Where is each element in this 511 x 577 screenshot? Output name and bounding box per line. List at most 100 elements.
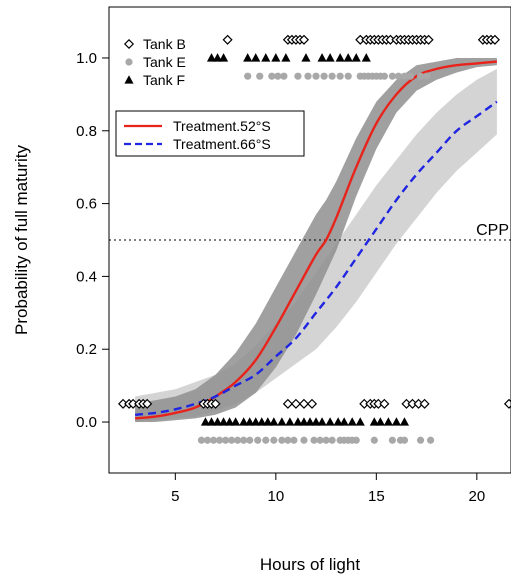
tank-f-immature-point xyxy=(305,417,315,426)
tank-f-immature-point xyxy=(375,417,385,426)
tank-f-mature-point xyxy=(251,53,261,62)
tank-f-immature-point xyxy=(206,417,217,426)
tank-f-immature-point xyxy=(333,417,343,426)
tank-e-immature-point xyxy=(388,436,397,444)
tank-f-immature-point xyxy=(269,417,279,426)
legend-label-treatment-52-s: Treatment.52°S xyxy=(173,118,271,134)
y-axis: 0.0 0.2 0.4 0.6 0.8 1.0 xyxy=(76,50,110,431)
tank-f-immature-point xyxy=(325,417,335,426)
tank-b-mature-point xyxy=(489,34,500,45)
tank-e-immature-point xyxy=(352,436,360,444)
tank-f-immature-point xyxy=(277,417,287,426)
tank-f-immature-point xyxy=(239,417,249,426)
tank-f-immature-point xyxy=(212,417,223,426)
x-tick-label: 15 xyxy=(368,488,385,505)
y-tick-label: 0.4 xyxy=(76,268,97,285)
tank-f-mature-point xyxy=(261,53,271,62)
x-axis: 5 10 15 20 xyxy=(171,472,485,505)
tank-e-immature-point xyxy=(234,436,242,444)
tank-e-mature-point xyxy=(422,72,431,80)
legend-label-treatment-66-s: Treatment.66°S xyxy=(173,136,271,152)
legend-label-tank-b: Tank B xyxy=(143,36,186,52)
tank-e-immature-point xyxy=(416,436,425,444)
tank-e-mature-point xyxy=(400,72,409,80)
tank-e-mature-point xyxy=(380,72,388,80)
tank-e-immature-point xyxy=(228,436,236,444)
x-tick-label: 10 xyxy=(267,488,284,505)
tank-b-mature-point xyxy=(222,34,233,45)
tank-e-mature-point xyxy=(244,72,252,80)
tank-f-mature-point xyxy=(219,53,229,62)
tank-f-immature-point xyxy=(311,417,321,426)
ci-band-treatment-66-s xyxy=(135,68,497,423)
tank-b-immature-point xyxy=(290,398,301,409)
tank-f-immature-point xyxy=(263,417,273,426)
lines-legend: Treatment.52°S Treatment.66°S xyxy=(115,110,305,157)
tank-b-immature-point xyxy=(210,398,221,409)
points-legend: Tank B Tank E Tank F xyxy=(123,36,186,88)
tank-f-immature-point xyxy=(355,417,365,426)
tank-e-immature-point xyxy=(209,436,218,444)
tank-f-mature-point xyxy=(206,53,217,62)
x-axis-title: Hours of light xyxy=(260,555,360,574)
tank-e-mature-point xyxy=(294,72,302,80)
tank-e-mature-point xyxy=(312,72,320,80)
y-tick-label: 1.0 xyxy=(76,50,97,67)
tank-e-mature-point xyxy=(416,72,425,80)
tank-e-immature-point xyxy=(197,436,206,444)
legend-marker-tank-e xyxy=(125,58,133,66)
tank-b-immature-point xyxy=(142,398,153,409)
tank-f-immature-point xyxy=(347,417,357,426)
tank-e-mature-point xyxy=(274,72,282,80)
tank-f-mature-point xyxy=(281,53,291,62)
tank-e-mature-point xyxy=(328,72,336,80)
legend-label-tank-e: Tank E xyxy=(143,54,186,70)
tank-f-immature-point xyxy=(339,417,349,426)
tank-e-immature-point xyxy=(370,436,378,444)
y-tick-label: 0.2 xyxy=(76,341,97,358)
fitted-curves xyxy=(134,60,498,420)
curve-treatment-52-s xyxy=(134,60,498,420)
tank-e-mature-point xyxy=(268,72,276,80)
tank-b-immature-point xyxy=(282,398,293,409)
tank-b-mature-point xyxy=(298,34,310,45)
cpp-label: CPP xyxy=(476,222,509,239)
tank-f-immature-point xyxy=(317,417,327,426)
tank-f-immature-point xyxy=(399,417,410,426)
tank-f-immature-point xyxy=(200,417,211,426)
tank-e-immature-point xyxy=(278,436,286,444)
tank-f-immature-point xyxy=(285,417,295,426)
tank-f-mature-point xyxy=(212,53,223,62)
tank-e-immature-point xyxy=(310,436,318,444)
tank-b-immature-point xyxy=(503,398,511,409)
legend-marker-tank-b xyxy=(123,38,135,50)
tank-e-immature-point xyxy=(262,436,270,444)
x-tick-label: 20 xyxy=(468,488,485,505)
tank-b-immature-point xyxy=(306,398,318,409)
tank-f-immature-point xyxy=(245,417,255,426)
tank-e-immature-point xyxy=(322,436,330,444)
tank-f-immature-point xyxy=(369,417,379,426)
tank-f-immature-point xyxy=(391,417,401,426)
tank-f-immature-point xyxy=(299,417,309,426)
tank-f-mature-point xyxy=(361,53,371,62)
tank-f-immature-point xyxy=(225,417,235,426)
tank-f-immature-point xyxy=(231,417,241,426)
y-axis-title: Probability of full maturity xyxy=(12,145,31,335)
tank-e-mature-point xyxy=(304,72,312,80)
lines-legend-box xyxy=(115,110,305,157)
tank-f-mature-point xyxy=(325,53,335,62)
tank-e-immature-point xyxy=(203,436,212,444)
tank-f-immature-point xyxy=(219,417,229,426)
tank-e-immature-point xyxy=(270,436,278,444)
tank-b-mature-point xyxy=(423,34,434,45)
tank-f-immature-point xyxy=(257,417,267,426)
tank-e-immature-point xyxy=(254,436,262,444)
tank-e-immature-point xyxy=(240,436,248,444)
tank-f-immature-point xyxy=(251,417,261,426)
y-tick-label: 0.8 xyxy=(76,123,97,140)
tank-e-mature-point xyxy=(394,72,403,80)
tank-b-immature-point xyxy=(298,398,310,409)
tank-e-mature-point xyxy=(336,72,344,80)
